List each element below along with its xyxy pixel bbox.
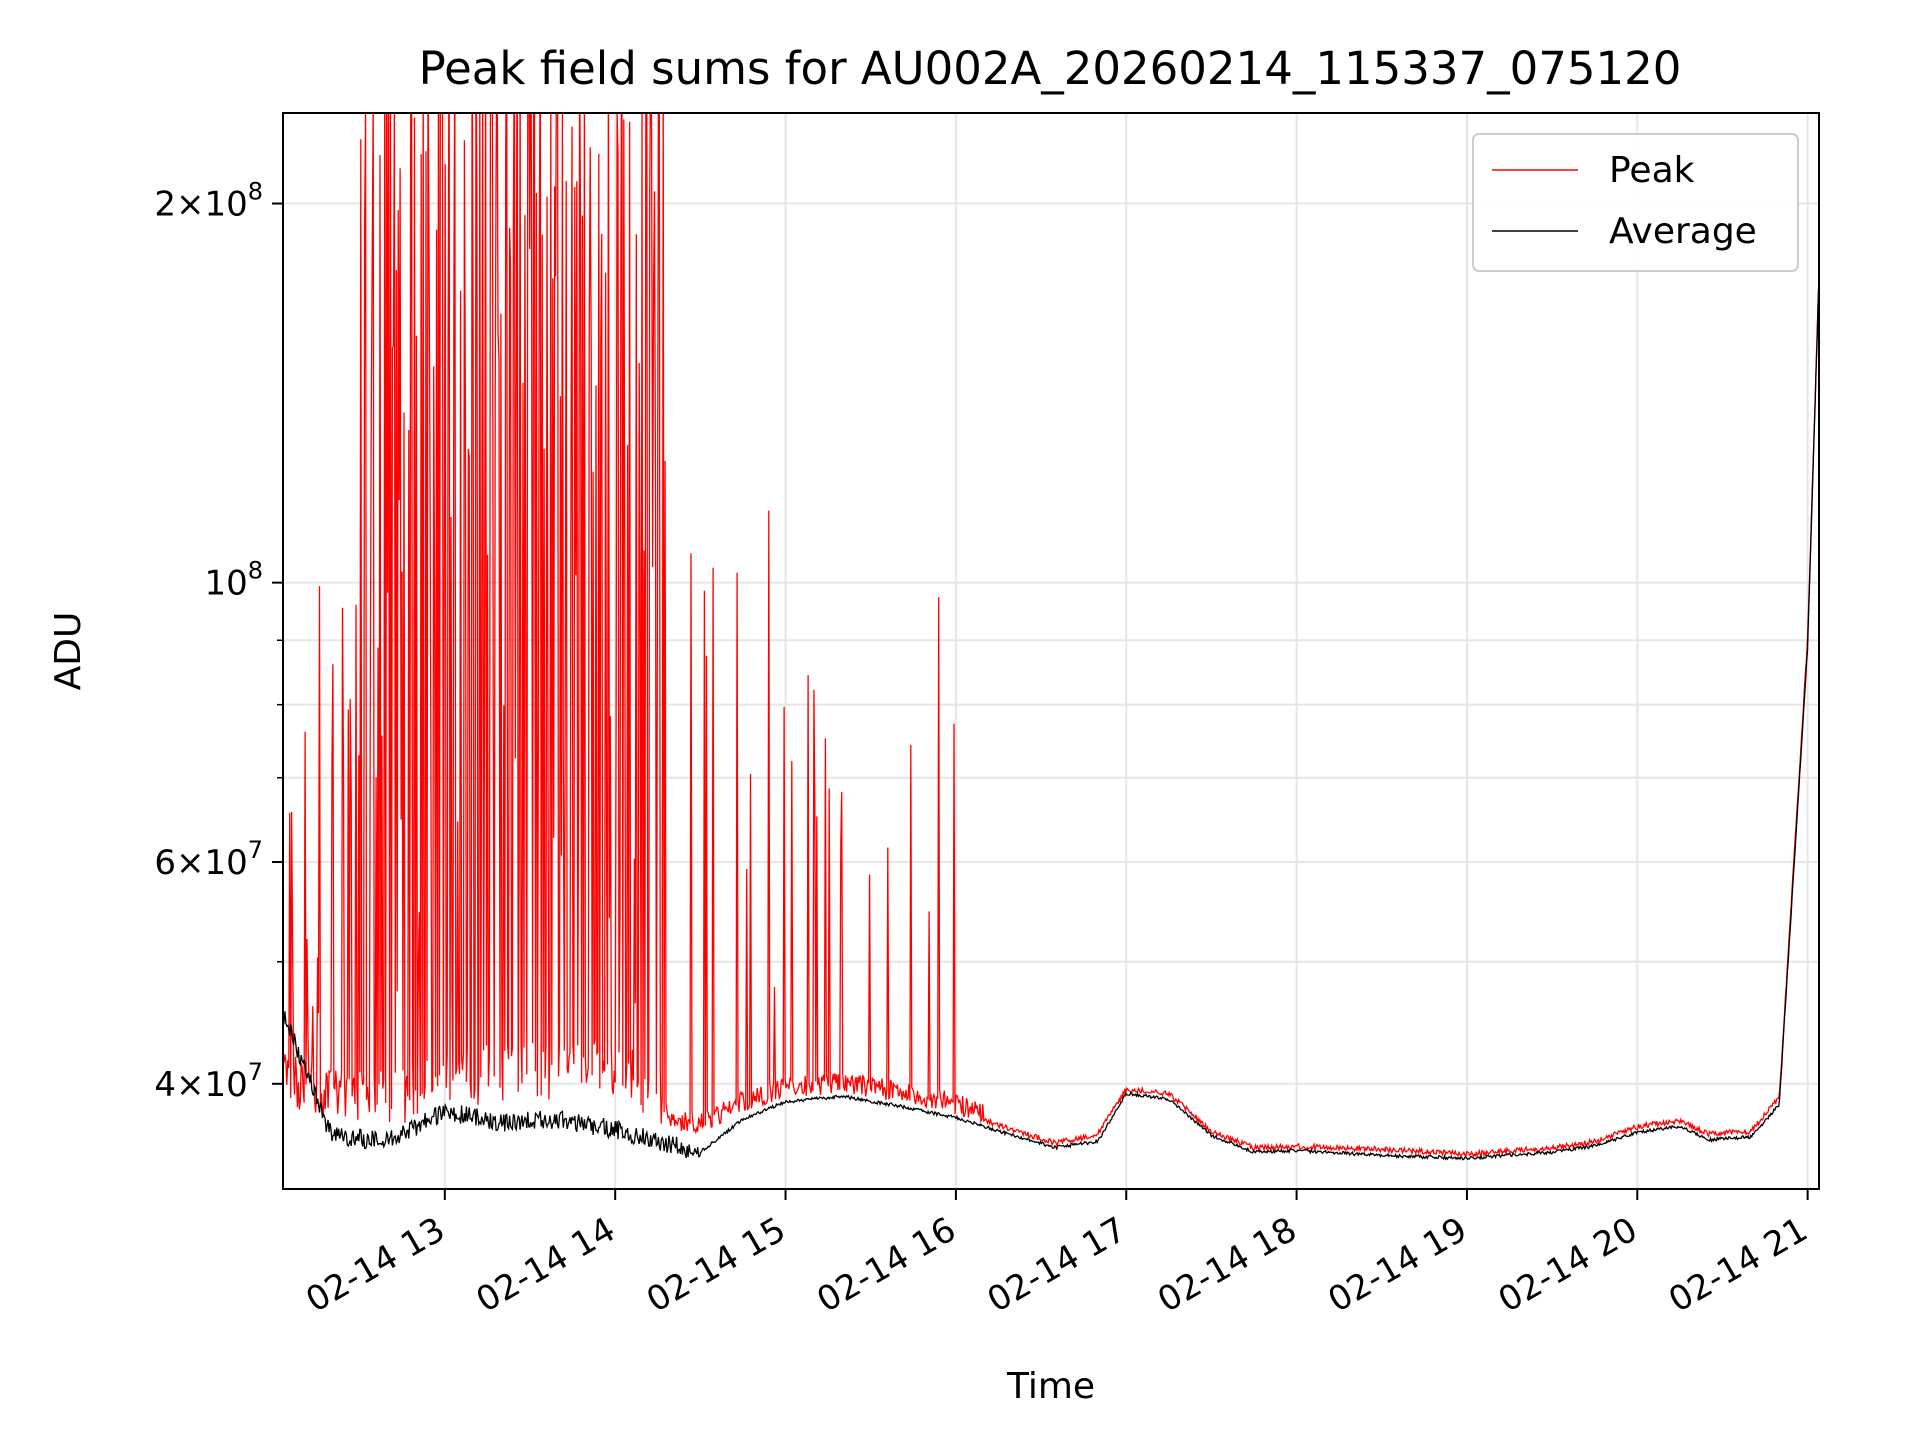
legend-label-average: Average <box>1609 211 1757 252</box>
series-line-peak <box>283 113 1819 1159</box>
y-tick-label: 4×107 <box>154 1058 263 1105</box>
y-axis: 4×107 6×107 108 2×108 <box>154 178 283 1105</box>
y-tick-label: 108 <box>204 557 263 604</box>
legend-label-peak: Peak <box>1609 150 1695 191</box>
y-axis-label: ADU <box>48 612 89 691</box>
legend: Peak Average <box>1472 133 1799 272</box>
y-tick-label: 2×108 <box>154 178 263 225</box>
x-axis-label: Time <box>1006 1366 1095 1407</box>
y-tick-label: 6×107 <box>154 836 263 883</box>
legend-box <box>1472 133 1799 272</box>
chart-title: Peak field sums for AU002A_20260214_1153… <box>419 42 1682 95</box>
series-line-average <box>283 276 1819 1161</box>
series-layer <box>283 113 1819 1161</box>
plot-area <box>283 113 1819 1189</box>
grid <box>283 113 1819 1189</box>
plot-frame <box>282 112 1820 1190</box>
